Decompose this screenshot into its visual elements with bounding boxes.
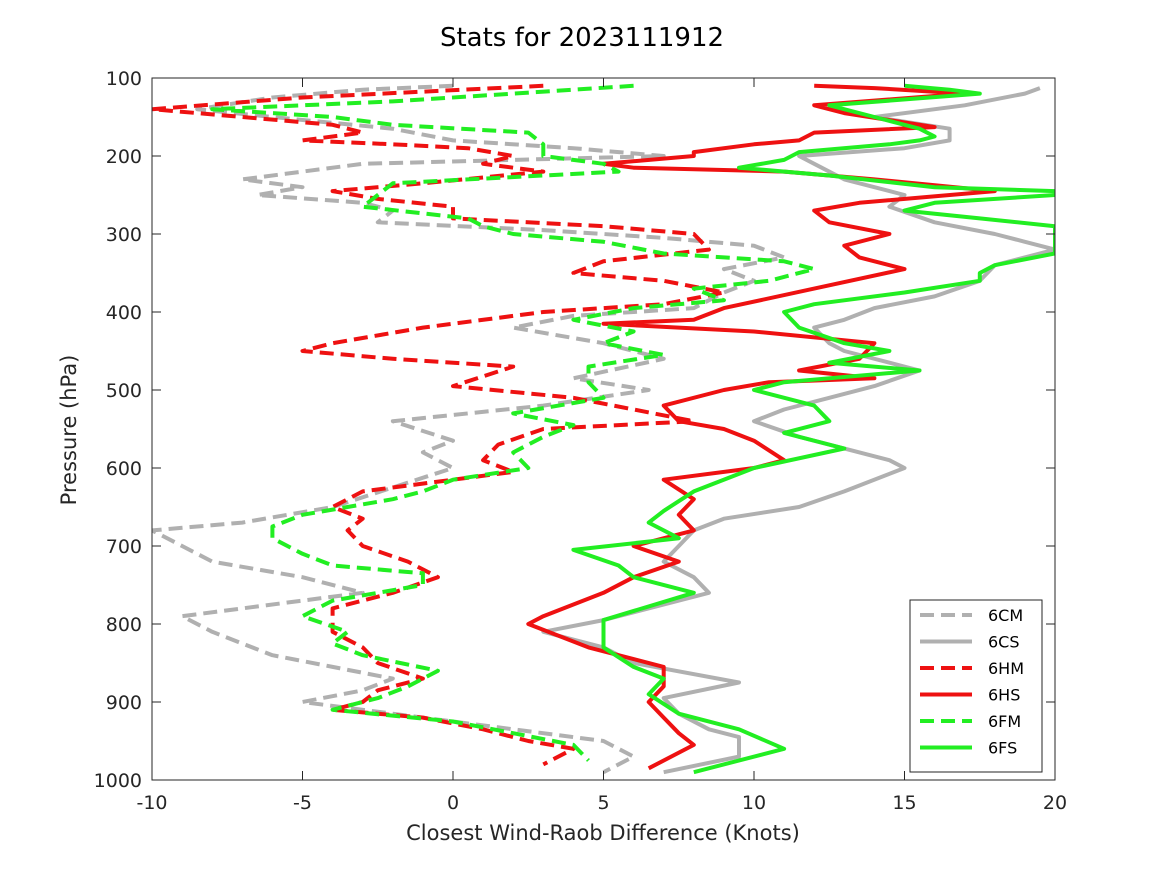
- y-tick-label: 400: [106, 302, 142, 324]
- y-tick-label: 500: [106, 380, 142, 402]
- x-tick-label: 10: [742, 792, 766, 814]
- y-tick-label: 200: [106, 146, 142, 168]
- legend-label: 6CM: [988, 606, 1023, 625]
- series-line-6cs: [541, 86, 1055, 775]
- y-axis-label: Pressure (hPa): [57, 355, 81, 506]
- x-axis-ticks: -10 -5 0 5 10 15 20: [136, 78, 1067, 814]
- legend-label: 6HS: [988, 686, 1020, 705]
- legend-label: 6HM: [988, 659, 1024, 678]
- x-axis-label: Closest Wind-Raob Difference (Knots): [406, 821, 800, 845]
- y-tick-label: 100: [106, 68, 142, 90]
- x-tick-label: -10: [136, 792, 167, 814]
- x-tick-label: 5: [597, 792, 609, 814]
- series-line-6fs: [571, 83, 1055, 775]
- chart-title: Stats for 2023111912: [440, 23, 724, 53]
- series-layer: [152, 83, 1055, 775]
- y-tick-label: 300: [106, 224, 142, 246]
- legend-label: 6FS: [988, 739, 1017, 758]
- legend-box: [909, 599, 1043, 773]
- y-tick-label: 800: [106, 614, 142, 636]
- legend-label: 6CS: [988, 633, 1020, 652]
- y-tick-label: 900: [106, 692, 142, 714]
- legend: 6CM 6CS 6HM 6HS 6FM 6FS: [909, 599, 1043, 773]
- series-line-6fm: [210, 83, 817, 762]
- y-tick-label: 600: [106, 458, 142, 480]
- series-line-6cm: [152, 83, 787, 774]
- x-tick-label: 15: [892, 792, 916, 814]
- y-tick-label: 1000: [94, 770, 142, 792]
- series-line-6hs: [526, 83, 997, 771]
- y-axis-ticks: 100 200 300 400 500 600 700 800 900 1000: [94, 68, 1055, 792]
- series-line-6hm: [152, 83, 726, 767]
- x-tick-label: -5: [293, 792, 312, 814]
- y-tick-label: 700: [106, 536, 142, 558]
- legend-label: 6FM: [988, 712, 1021, 731]
- x-tick-label: 20: [1043, 792, 1067, 814]
- x-tick-label: 0: [447, 792, 459, 814]
